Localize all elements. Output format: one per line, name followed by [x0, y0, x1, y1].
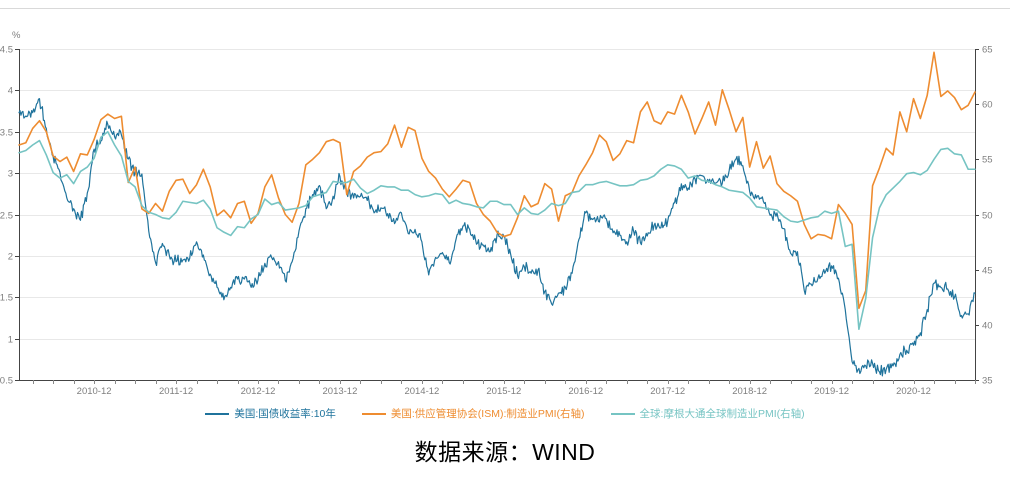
svg-text:2: 2: [8, 252, 13, 263]
svg-text:1: 1: [8, 335, 13, 346]
legend-line-swatch: [610, 413, 635, 415]
legend-line-swatch: [361, 413, 386, 415]
svg-text:2015-12: 2015-12: [486, 386, 521, 397]
chart-canvas: 4.5 4 3.5 3 2.5 2 1.5 1 0.5 65 60 55 50 45 40 35 2010-12…: [0, 45, 993, 398]
svg-text:3.5: 3.5: [0, 128, 13, 139]
chart-legend: 美国:国债收益率:10年 美国:供应管理协会(ISM):制造业PMI(右轴) 全球:…: [0, 407, 1010, 421]
svg-text:4.5: 4.5: [0, 45, 13, 56]
svg-text:3: 3: [8, 169, 13, 180]
svg-text:1.5: 1.5: [0, 293, 13, 304]
svg-text:2014-12: 2014-12: [404, 386, 439, 397]
svg-text:2020-12: 2020-12: [896, 386, 931, 397]
svg-text:2011-12: 2011-12: [159, 386, 193, 397]
legend-line-swatch: [205, 413, 230, 415]
svg-text:35: 35: [982, 376, 993, 387]
svg-text:40: 40: [982, 321, 993, 332]
legend-item-2[interactable]: 美国:供应管理协会(ISM):制造业PMI(右轴): [361, 407, 585, 421]
legend-label: 美国:供应管理协会(ISM):制造业PMI(右轴): [390, 408, 585, 420]
svg-text:0.5: 0.5: [0, 376, 13, 387]
svg-text:45: 45: [982, 266, 993, 277]
svg-text:2018-12: 2018-12: [732, 386, 767, 397]
top-divider: [0, 8, 1010, 9]
svg-text:65: 65: [982, 45, 993, 56]
legend-item-3[interactable]: 全球:摩根大通全球制造业PMI(右轴): [610, 407, 805, 421]
svg-text:2010-12: 2010-12: [77, 386, 112, 397]
svg-text:2.5: 2.5: [0, 211, 13, 222]
left-axis-unit-label: %: [12, 30, 21, 41]
svg-text:2017-12: 2017-12: [650, 386, 685, 397]
data-source-caption: 数据来源：WIND: [414, 439, 596, 465]
svg-text:2013-12: 2013-12: [323, 386, 358, 397]
svg-text:2019-12: 2019-12: [814, 386, 849, 397]
legend-label: 全球:摩根大通全球制造业PMI(右轴): [639, 408, 805, 420]
svg-text:4: 4: [8, 86, 13, 97]
svg-text:55: 55: [982, 155, 993, 166]
svg-text:50: 50: [982, 211, 993, 222]
legend-label: 美国:国债收益率:10年: [234, 408, 336, 420]
legend-item-1[interactable]: 美国:国债收益率:10年: [205, 407, 336, 421]
svg-text:60: 60: [982, 100, 993, 111]
svg-text:2012-12: 2012-12: [241, 386, 276, 397]
svg-text:2016-12: 2016-12: [568, 386, 603, 397]
